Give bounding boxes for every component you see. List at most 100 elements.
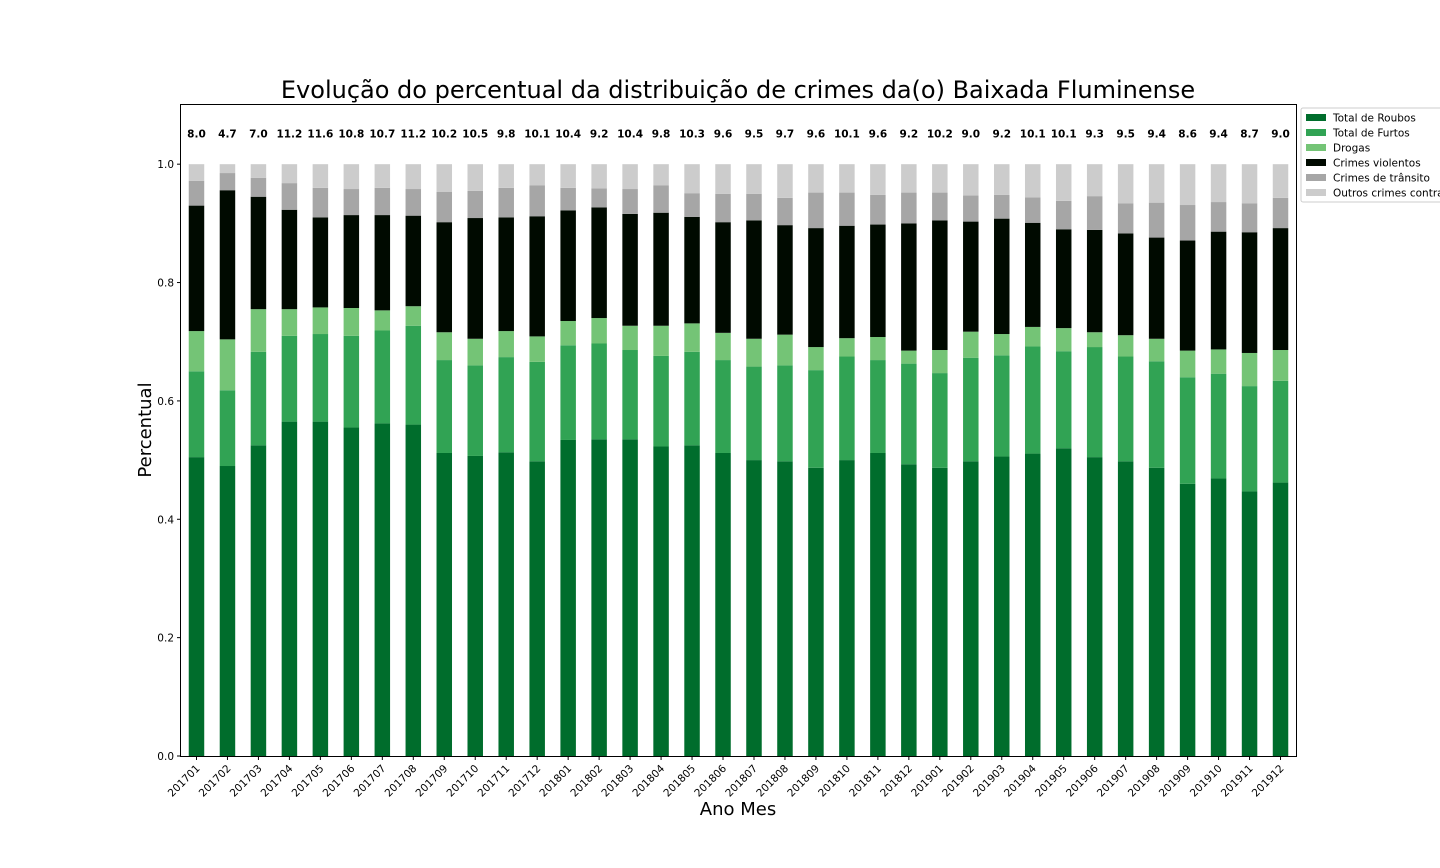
bar-segment-3 <box>963 221 979 332</box>
bar-segment-4 <box>1148 202 1165 238</box>
bar-segment-0 <box>591 439 607 756</box>
x-tick-label: 201812 <box>878 763 915 800</box>
bar-segment-1 <box>1179 377 1196 484</box>
bar-segment-0 <box>405 424 422 756</box>
bar-segment-4 <box>343 189 360 216</box>
bar-segment-2 <box>405 306 422 326</box>
bar-segment-5 <box>467 164 483 191</box>
bar-segment-5 <box>777 164 793 198</box>
bar-segment-0 <box>684 445 700 756</box>
bar-segment-0 <box>188 457 205 756</box>
bar-segment-3 <box>1241 232 1258 353</box>
bar-segment-3 <box>1117 233 1134 336</box>
bar-segment-1 <box>188 371 205 458</box>
bar-segment-1 <box>281 335 298 422</box>
bar-segment-0 <box>1117 461 1134 756</box>
bar-segment-1 <box>839 356 855 461</box>
bar-segment-0 <box>560 439 576 756</box>
bar-segment-5 <box>529 164 545 186</box>
bar-segment-0 <box>715 452 731 756</box>
legend-swatch <box>1306 189 1326 196</box>
bar-segment-5 <box>374 164 391 188</box>
bar-total-label: 9.8 <box>497 129 516 141</box>
bar-segment-1 <box>808 370 824 468</box>
bar-segment-3 <box>715 222 731 333</box>
bar-segment-0 <box>219 466 236 756</box>
bar-total-label: 10.2 <box>431 129 457 141</box>
bar-segment-0 <box>963 461 979 756</box>
bar-segment-3 <box>1179 240 1196 351</box>
x-tick-label: 201703 <box>228 763 265 800</box>
x-tick-label: 201802 <box>568 763 605 800</box>
bar-segment-1 <box>467 365 483 456</box>
bar-segment-2 <box>746 338 762 367</box>
bar-segment-4 <box>870 194 886 225</box>
bar-segment-5 <box>591 164 607 189</box>
x-tick-label: 201902 <box>940 763 977 800</box>
x-tick-label: 201702 <box>197 763 234 800</box>
x-tick-label: 201906 <box>1064 762 1101 799</box>
bar-segment-3 <box>1272 228 1289 351</box>
bar-segment-0 <box>250 445 267 756</box>
bar-segment-5 <box>1024 164 1041 198</box>
bar-segment-4 <box>312 187 329 218</box>
bar-segment-4 <box>498 187 514 218</box>
bar-segment-3 <box>1024 222 1041 327</box>
x-tick-label: 201808 <box>754 763 791 800</box>
x-tick-label: 201704 <box>259 762 296 799</box>
bar-segment-3 <box>653 212 669 326</box>
bar-segment-4 <box>467 190 483 219</box>
bar-segment-4 <box>839 192 855 226</box>
bar-segment-2 <box>1148 338 1165 362</box>
bar-segment-5 <box>1272 164 1289 198</box>
bar-segment-3 <box>932 220 948 351</box>
bar-segment-2 <box>436 332 453 361</box>
bar-segment-1 <box>715 360 731 453</box>
bar-segment-5 <box>281 164 298 184</box>
bar-segment-4 <box>219 173 236 191</box>
bar-segment-2 <box>870 336 886 361</box>
x-tick-label: 201701 <box>166 763 203 800</box>
bar-total-label: 10.1 <box>524 129 550 141</box>
bar-segment-5 <box>622 164 638 190</box>
bar-segment-2 <box>684 323 700 352</box>
x-tick-label: 201912 <box>1250 763 1287 800</box>
bar-total-label: 9.2 <box>590 129 609 141</box>
x-tick-label: 201911 <box>1219 763 1256 800</box>
x-tick-label: 201910 <box>1188 763 1225 800</box>
legend-entry-0: Total de Roubos <box>1332 113 1416 125</box>
x-tick-label: 201909 <box>1157 763 1194 800</box>
bar-segment-1 <box>684 351 700 446</box>
bar-segment-2 <box>932 350 948 374</box>
bar-total-label: 11.2 <box>400 129 426 141</box>
bar-segment-3 <box>994 218 1010 335</box>
bar-segment-0 <box>746 460 762 756</box>
plot-frame <box>180 104 1297 757</box>
bar-segment-5 <box>1241 164 1258 204</box>
bar-segment-4 <box>1086 196 1103 230</box>
bar-total-label: 9.2 <box>900 129 919 141</box>
bar-segment-1 <box>1086 347 1103 458</box>
y-axis: 0.0 0.2 0.4 0.6 0.8 1.0 <box>157 159 181 763</box>
bar-segment-0 <box>467 455 483 756</box>
x-tick-label: 201811 <box>847 763 884 800</box>
bar-segment-2 <box>839 338 855 357</box>
x-tick-label: 201801 <box>537 763 574 800</box>
bar-segment-2 <box>312 307 329 335</box>
bar-segment-3 <box>312 217 329 308</box>
bar-total-label: 11.2 <box>276 129 302 141</box>
x-axis-label: Ano Mes <box>700 799 776 820</box>
bar-segment-1 <box>312 334 329 422</box>
bar-segment-1 <box>560 345 576 440</box>
bar-segment-2 <box>250 309 267 352</box>
bar-segment-1 <box>963 357 979 462</box>
legend: Total de Roubos Total de Furtos Drogas Crim… <box>1300 107 1440 203</box>
x-tick-label: 201711 <box>475 763 512 800</box>
bar-total-label: 10.1 <box>1020 129 1046 141</box>
bar-segment-0 <box>1055 448 1072 756</box>
x-tick-label: 201908 <box>1126 763 1163 800</box>
bar-segment-3 <box>467 218 483 339</box>
bar-segment-0 <box>312 421 329 756</box>
x-tick-label: 201803 <box>599 763 636 800</box>
bar-total-label: 7.0 <box>249 129 268 141</box>
